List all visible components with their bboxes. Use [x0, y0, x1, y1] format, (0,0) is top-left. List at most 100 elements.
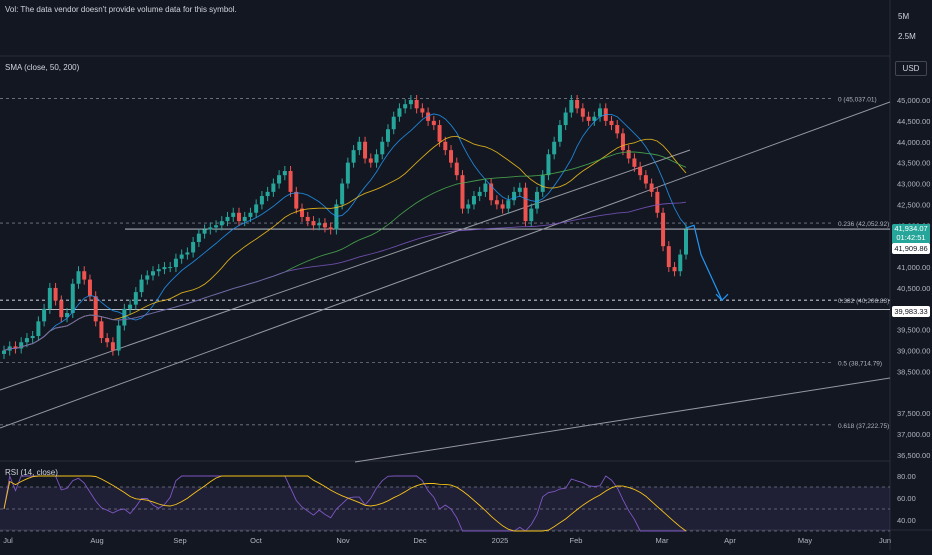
forecast-arrow	[685, 224, 723, 301]
price-axis-tick: 41,000.00	[897, 263, 930, 272]
candle-body	[649, 183, 654, 192]
candle-body	[24, 338, 29, 343]
candle-body	[311, 221, 316, 226]
candle-body	[294, 191, 299, 209]
time-axis-label: Apr	[724, 536, 736, 545]
candle-body	[345, 162, 350, 184]
candle-body	[638, 166, 643, 176]
candle-body	[546, 154, 551, 176]
forecast-arrow-head	[715, 293, 729, 302]
trend-line	[0, 101, 891, 429]
price-axis-tick: 44,500.00	[897, 117, 930, 126]
candle-body	[236, 212, 241, 222]
candle-body	[534, 191, 539, 209]
candle-body	[678, 254, 683, 272]
candle-body	[471, 196, 476, 205]
candle-body	[443, 141, 448, 151]
volume-tick: 2.5M	[898, 32, 916, 41]
candle-body	[403, 104, 408, 109]
candle-body	[489, 183, 494, 201]
price-axis-tick: 43,000.00	[897, 180, 930, 189]
candle-body	[586, 116, 591, 121]
candle-body	[540, 175, 545, 192]
candle-body	[626, 150, 631, 159]
countdown-timer: 01:42:51	[896, 233, 926, 242]
sma-indicator-label[interactable]: SMA (close, 50, 200)	[5, 63, 80, 72]
candle-body	[156, 269, 161, 272]
time-axis-label: Oct	[250, 536, 263, 545]
rsi-signal-line	[3, 475, 687, 532]
ma-fast-line	[3, 113, 687, 352]
candle-body	[454, 162, 459, 176]
candle-body	[580, 108, 585, 117]
candle-body	[105, 338, 110, 343]
candle-body	[202, 229, 207, 234]
candle-body	[254, 204, 259, 213]
candle-body	[36, 321, 41, 336]
trend-line	[354, 377, 891, 463]
candle-body	[615, 125, 620, 134]
candle-body	[242, 216, 247, 222]
candle-body	[477, 191, 482, 197]
candle-body	[374, 154, 379, 163]
candle-body	[76, 271, 81, 284]
price-axis-tick: 43,500.00	[897, 159, 930, 168]
time-axis-label: Mar	[656, 536, 669, 545]
fib-level-label: 0.382 (40,206.83)	[838, 298, 889, 305]
candle-body	[70, 283, 75, 313]
time-axis-label: Nov	[336, 536, 350, 545]
currency-button[interactable]: USD	[895, 61, 927, 76]
candle-body	[397, 108, 402, 117]
candle-body	[632, 158, 637, 167]
candle-body	[351, 150, 356, 163]
candle-body	[322, 223, 327, 228]
candle-body	[139, 279, 144, 293]
time-axis-label: Aug	[90, 536, 103, 545]
rsi-indicator-label[interactable]: RSI (14, close)	[5, 468, 58, 477]
candle-body	[248, 212, 253, 217]
candle-body	[431, 120, 436, 126]
candle-body	[179, 254, 184, 259]
candle-body	[168, 267, 173, 269]
candle-body	[13, 346, 18, 349]
candle-body	[128, 304, 133, 309]
candle-body	[259, 196, 264, 205]
price-axis-tick: 37,000.00	[897, 430, 930, 439]
candle-body	[426, 112, 431, 121]
candle-body	[569, 100, 574, 113]
candle-body	[277, 175, 282, 184]
candle-body	[437, 125, 442, 142]
candle-body	[414, 100, 419, 109]
candle-body	[483, 183, 488, 192]
candle-body	[563, 112, 568, 126]
candle-body	[151, 271, 156, 276]
candle-body	[87, 279, 92, 297]
candle-body	[512, 191, 517, 201]
candle-body	[684, 229, 688, 255]
candle-body	[271, 183, 276, 192]
price-axis-tick: 44,000.00	[897, 138, 930, 147]
sma-200-line	[3, 201, 687, 352]
candle-body	[282, 171, 287, 176]
candle-body	[122, 308, 127, 326]
candle-body	[449, 150, 454, 163]
candle-body	[305, 216, 310, 222]
price-line-tag: 41,909.86	[892, 243, 930, 254]
candle-body	[363, 141, 368, 159]
candle-body	[340, 183, 345, 205]
fib-level-label: 0 (45,037.01)	[838, 96, 877, 103]
candle-body	[288, 171, 293, 192]
candle-body	[2, 350, 6, 354]
candle-body	[265, 191, 270, 197]
candle-body	[609, 120, 614, 126]
rsi-axis-tick: 80.00	[897, 472, 916, 481]
candle-body	[420, 108, 425, 113]
candle-body	[506, 200, 511, 209]
time-axis-label: Dec	[413, 536, 427, 545]
candle-body	[391, 116, 396, 130]
candle-body	[661, 212, 666, 247]
candle-body	[672, 267, 677, 272]
price-axis-tick: 45,000.00	[897, 96, 930, 105]
